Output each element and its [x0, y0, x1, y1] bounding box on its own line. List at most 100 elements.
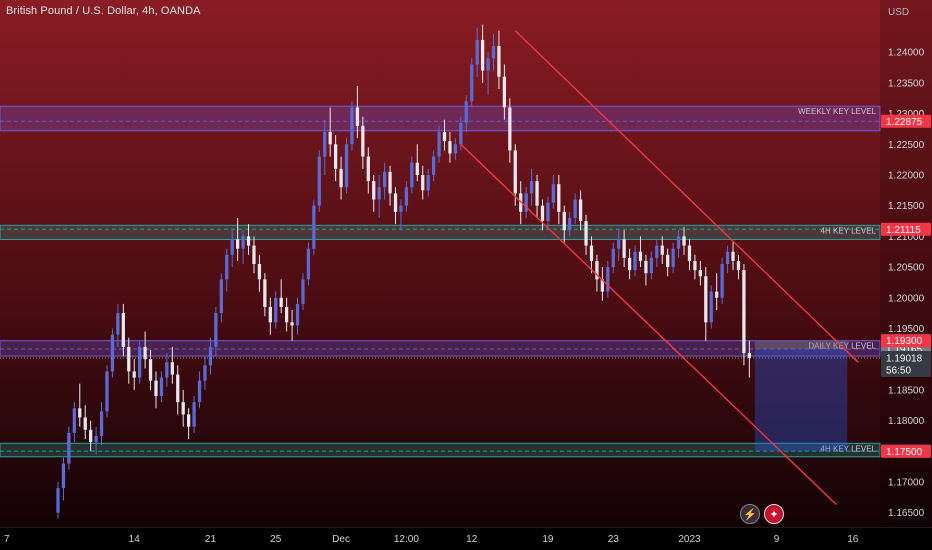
candle-body — [274, 297, 278, 323]
candle-body — [480, 39, 485, 71]
candle-body — [491, 46, 496, 59]
candle-body — [551, 184, 556, 203]
candle-body — [192, 402, 196, 427]
candle-body — [366, 156, 370, 182]
candle-body — [83, 417, 87, 430]
trendlines[interactable] — [460, 30, 859, 506]
candle-body — [578, 199, 583, 222]
candle-body — [333, 144, 338, 169]
candle-body — [562, 211, 566, 231]
candle-body — [448, 141, 452, 154]
time-tick-label: 7 — [4, 534, 10, 545]
candle-body — [660, 245, 664, 255]
candle-body — [704, 276, 708, 323]
candle-body — [431, 156, 436, 175]
candle-body — [404, 187, 409, 206]
candle-body — [698, 270, 702, 277]
time-tick-label: 21 — [205, 534, 217, 545]
time-tick-label: 23 — [608, 534, 620, 545]
key-level-label: 4H KEY LEVEL — [821, 444, 877, 453]
candle-body — [497, 46, 501, 77]
candle-body — [676, 236, 681, 249]
candle-body — [720, 264, 724, 298]
candle-body — [709, 291, 713, 323]
candle-body — [437, 132, 441, 157]
time-tick-label: 2023 — [678, 534, 701, 545]
candle-body — [154, 380, 158, 396]
candle-countdown: 56:50 — [886, 366, 911, 377]
key-level-zone[interactable] — [0, 105, 881, 132]
time-tick-label: Dec — [332, 534, 350, 545]
candle-body — [377, 187, 381, 200]
candle-body — [671, 248, 675, 268]
candle-body — [208, 346, 213, 366]
time-tick-label: 12:00 — [394, 534, 419, 545]
candle-body — [127, 346, 131, 372]
key-level-zone[interactable] — [0, 442, 881, 458]
candle-body — [715, 291, 719, 298]
lightning-icon[interactable]: ⚡ — [740, 504, 760, 524]
time-axis[interactable]: 7 14 21 25 Dec 12:00 12 19 23 2023 9 16 — [4, 534, 859, 545]
candle-body — [584, 221, 588, 246]
candle-body — [655, 245, 659, 258]
price-tick-label: 1.19500 — [888, 324, 925, 335]
candle-body — [508, 107, 512, 151]
candle-body — [426, 174, 430, 191]
candlestick-series — [56, 24, 751, 519]
key-level-zone[interactable] — [0, 224, 881, 240]
candle-body — [257, 264, 262, 280]
candle-body — [361, 125, 365, 157]
candle-body — [595, 260, 599, 280]
candle-body — [105, 371, 109, 412]
candle-body — [328, 132, 332, 145]
candle-body — [442, 132, 447, 142]
candle-body — [382, 171, 387, 188]
candle-body — [203, 365, 207, 381]
candle-body — [56, 488, 60, 513]
candle-body — [159, 377, 164, 396]
position-stop-zone[interactable] — [754, 340, 848, 350]
us-flag-icon[interactable]: ✦ — [764, 504, 784, 524]
trendline[interactable] — [514, 30, 859, 363]
price-tick-label: 1.20000 — [888, 293, 925, 304]
candle-body — [415, 162, 419, 175]
candle-body — [241, 236, 245, 249]
price-tick-label: 1.23500 — [888, 78, 925, 89]
candle-body — [388, 171, 392, 194]
candle-body — [486, 58, 490, 71]
candle-body — [573, 199, 577, 218]
candle-body — [747, 353, 751, 358]
price-tick-label: 1.20500 — [888, 263, 925, 274]
short-position-tool[interactable] — [754, 340, 848, 452]
key-level-zone[interactable] — [0, 340, 881, 357]
candle-body — [279, 297, 283, 307]
time-tick-label: 16 — [847, 534, 859, 545]
price-tag: 1.19300 — [886, 336, 923, 347]
time-tick-label: 25 — [270, 534, 282, 545]
price-tag: 1.17500 — [886, 447, 923, 458]
candle-body — [143, 346, 147, 360]
price-tags: 1.228751.211151.191651.175021.193091.193… — [881, 114, 931, 458]
candle-body — [285, 306, 289, 323]
zone-price-tag-bg — [881, 222, 931, 236]
trendline[interactable] — [460, 143, 837, 506]
time-tick-label: 19 — [542, 534, 554, 545]
candle-body — [344, 144, 349, 188]
candle-body — [644, 260, 648, 274]
zone-price-tag-bg — [881, 114, 931, 128]
key-level-label: WEEKLY KEY LEVEL — [798, 107, 876, 116]
candle-body — [399, 205, 403, 212]
candle-body — [540, 205, 545, 222]
last-price-tag-bg — [881, 351, 931, 378]
key-level-label: 4H KEY LEVEL — [821, 226, 877, 235]
candle-body — [246, 236, 251, 246]
candle-body — [617, 239, 621, 249]
candle-body — [453, 144, 458, 154]
candle-body — [568, 217, 572, 231]
price-tick-label: 1.18000 — [888, 416, 925, 427]
position-target-zone[interactable] — [754, 349, 848, 452]
candle-body — [459, 122, 463, 145]
price-tick-label: 1.23000 — [888, 109, 925, 120]
